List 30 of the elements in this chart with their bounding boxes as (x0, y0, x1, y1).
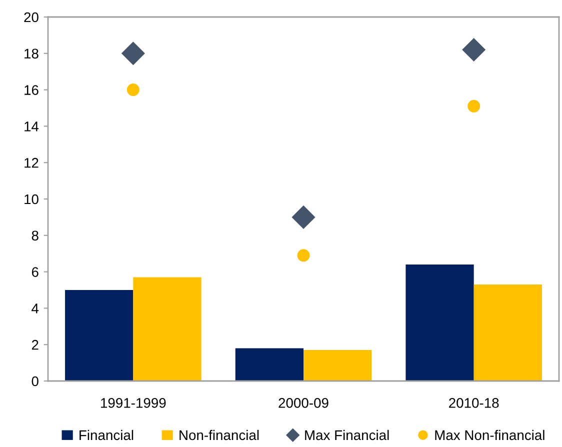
legend-label: Max Financial (305, 430, 389, 440)
y-tick-label: 10 (24, 194, 38, 204)
y-tick-label: 18 (24, 48, 38, 59)
bar (65, 290, 134, 381)
bar (474, 284, 542, 381)
point (297, 249, 310, 262)
point (122, 42, 145, 65)
bar (133, 277, 202, 381)
x-tick-label: 1991-1999 (101, 398, 166, 408)
y-tick-label: 14 (24, 122, 39, 132)
y-tick-label: 8 (32, 230, 38, 241)
y-tick-label: 12 (24, 158, 38, 168)
x-tick-label: 2000-09 (278, 398, 328, 408)
legend-label: Non-financial (180, 430, 259, 440)
y-tick-label: 0 (32, 376, 38, 386)
bar (406, 264, 474, 381)
legend-label: Financial (80, 430, 134, 440)
y-tick-label: 6 (32, 267, 38, 277)
y-tick-label: 2 (32, 340, 38, 350)
y-tick-label: 16 (24, 85, 38, 95)
point (462, 38, 486, 62)
y-tick-label: 4 (32, 304, 39, 314)
bar (304, 350, 372, 381)
legend-label: Max Non-financial (435, 430, 544, 440)
point (468, 100, 480, 112)
point (292, 206, 315, 229)
bar (235, 348, 304, 381)
point (126, 84, 140, 96)
x-tick-label: 2010-18 (449, 398, 499, 408)
y-tick-label: 20 (24, 12, 38, 22)
